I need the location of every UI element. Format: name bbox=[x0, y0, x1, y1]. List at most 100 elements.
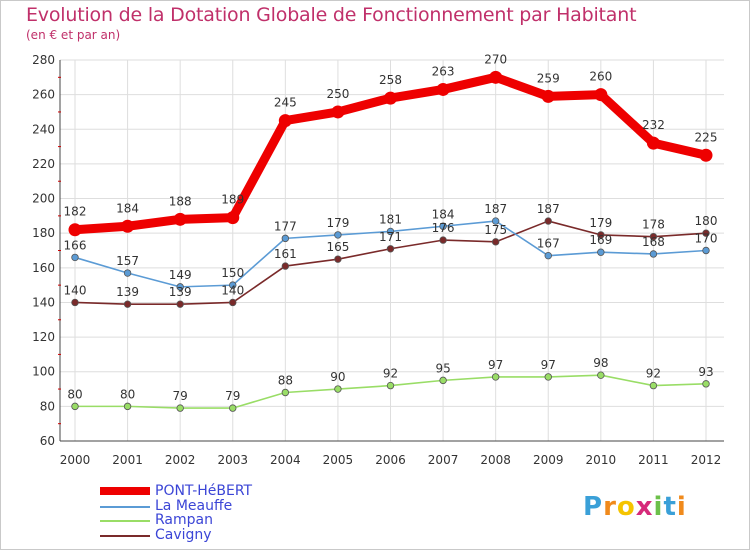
data-label: 180 bbox=[695, 214, 718, 228]
data-label: 92 bbox=[383, 367, 398, 381]
data-label: 169 bbox=[589, 233, 612, 247]
data-label: 149 bbox=[169, 268, 192, 282]
data-point bbox=[71, 253, 79, 262]
data-point bbox=[649, 232, 658, 241]
y-tick-label: 80 bbox=[40, 399, 55, 413]
data-label: 250 bbox=[326, 87, 349, 101]
x-tick-label: 2008 bbox=[480, 453, 511, 467]
x-tick-label: 2000 bbox=[60, 453, 91, 467]
data-point bbox=[489, 70, 503, 84]
y-tick-label: 280 bbox=[32, 53, 55, 67]
data-label: 176 bbox=[432, 221, 455, 235]
data-label: 165 bbox=[326, 240, 349, 254]
data-label: 179 bbox=[326, 216, 349, 230]
data-point bbox=[121, 219, 135, 233]
data-label: 225 bbox=[695, 130, 718, 144]
data-point bbox=[702, 229, 710, 237]
y-tick-label: 100 bbox=[32, 365, 55, 379]
data-label: 270 bbox=[484, 52, 507, 66]
data-point bbox=[123, 402, 132, 411]
data-label: 189 bbox=[221, 193, 244, 207]
legend-label: Cavigny bbox=[155, 526, 212, 543]
data-label: 80 bbox=[120, 387, 135, 401]
data-point bbox=[281, 388, 290, 397]
data-point bbox=[281, 234, 290, 243]
legend-swatch bbox=[100, 505, 150, 508]
y-tick-label: 120 bbox=[32, 330, 55, 344]
data-point bbox=[384, 91, 397, 105]
data-label: 97 bbox=[488, 358, 503, 372]
chart-subtitle: (en € et par an) bbox=[26, 28, 121, 42]
x-tick-label: 2006 bbox=[375, 453, 406, 467]
data-point bbox=[544, 217, 552, 225]
data-label: 175 bbox=[484, 223, 507, 237]
data-point bbox=[123, 269, 132, 277]
data-label: 258 bbox=[379, 73, 402, 87]
data-point bbox=[386, 245, 395, 253]
data-label: 80 bbox=[67, 387, 82, 401]
data-point bbox=[226, 211, 240, 225]
data-label: 260 bbox=[589, 70, 612, 84]
legend-swatch bbox=[100, 487, 150, 495]
data-point bbox=[649, 250, 658, 258]
data-point bbox=[491, 217, 500, 225]
data-point bbox=[176, 283, 184, 291]
data-label: 167 bbox=[537, 237, 560, 251]
data-label: 170 bbox=[695, 232, 718, 246]
data-point bbox=[702, 246, 710, 255]
data-label: 181 bbox=[379, 212, 402, 226]
logo-letter: r bbox=[603, 492, 617, 522]
data-label: 93 bbox=[698, 365, 713, 379]
data-point bbox=[229, 281, 237, 289]
x-tick-label: 2007 bbox=[428, 453, 459, 467]
data-point bbox=[597, 371, 605, 379]
chart-title: Evolution de la Dotation Globale de Fonc… bbox=[26, 4, 637, 26]
logo-letter: P bbox=[583, 492, 604, 522]
data-label: 79 bbox=[173, 389, 188, 403]
data-label: 259 bbox=[537, 71, 560, 85]
y-tick-label: 180 bbox=[32, 226, 55, 240]
data-label: 150 bbox=[221, 266, 244, 280]
data-label: 187 bbox=[537, 202, 560, 216]
data-point bbox=[281, 262, 290, 270]
data-point bbox=[334, 231, 342, 239]
logo-letter: o bbox=[616, 492, 636, 522]
data-label: 188 bbox=[169, 194, 192, 208]
data-point bbox=[594, 88, 608, 102]
y-tick-label: 240 bbox=[32, 122, 55, 136]
data-label: 79 bbox=[225, 389, 240, 403]
data-point bbox=[597, 231, 605, 239]
data-point bbox=[436, 82, 450, 96]
data-point bbox=[229, 404, 237, 412]
data-label: 187 bbox=[484, 202, 507, 216]
data-point bbox=[173, 212, 187, 226]
data-label: 245 bbox=[274, 96, 297, 110]
data-point bbox=[71, 402, 79, 411]
data-point bbox=[386, 381, 395, 390]
data-point bbox=[544, 373, 552, 381]
data-point bbox=[176, 404, 184, 412]
data-label: 95 bbox=[435, 361, 450, 375]
logo-letter: t bbox=[663, 492, 677, 522]
x-tick-label: 2004 bbox=[270, 453, 301, 467]
data-point bbox=[439, 376, 447, 385]
x-tick-label: 2002 bbox=[165, 453, 196, 467]
logo-letter: x bbox=[635, 492, 654, 522]
data-label: 166 bbox=[64, 238, 87, 252]
data-point bbox=[386, 227, 395, 236]
data-label: 97 bbox=[541, 358, 556, 372]
x-tick-label: 2012 bbox=[691, 453, 722, 467]
data-label: 140 bbox=[64, 283, 87, 297]
legend-label: Rampan bbox=[155, 512, 213, 528]
x-tick-label: 2009 bbox=[533, 453, 564, 467]
data-point bbox=[439, 222, 447, 230]
data-label: 184 bbox=[432, 207, 455, 221]
data-point bbox=[176, 300, 184, 308]
y-tick-label: 140 bbox=[32, 295, 55, 309]
data-point bbox=[541, 89, 555, 103]
data-point bbox=[597, 248, 605, 256]
data-label: 90 bbox=[330, 370, 345, 384]
data-point bbox=[649, 381, 658, 390]
data-point bbox=[699, 148, 713, 162]
